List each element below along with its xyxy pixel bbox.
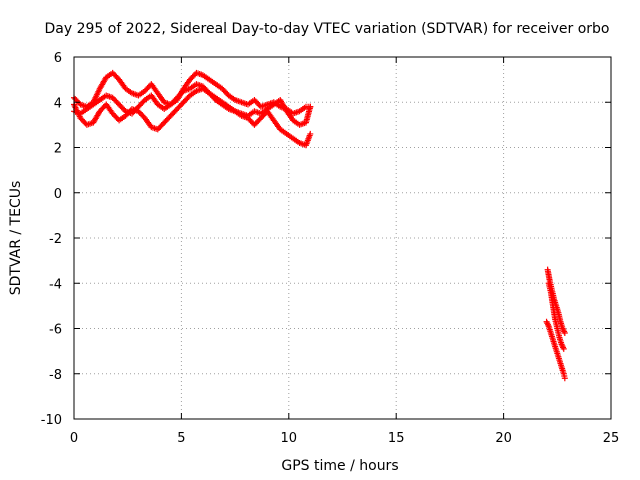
data-point xyxy=(307,130,314,137)
y-tick-label: 0 xyxy=(54,187,62,202)
y-tick-label: 2 xyxy=(54,142,62,157)
y-tick-label: 4 xyxy=(54,96,62,111)
chart-title: Day 295 of 2022, Sidereal Day-to-day VTE… xyxy=(45,21,610,37)
y-tick-label: -2 xyxy=(49,232,62,247)
y-tick-label: -8 xyxy=(49,368,62,383)
x-tick-label: 0 xyxy=(70,431,78,446)
data-point xyxy=(307,103,314,110)
data-point xyxy=(561,375,568,382)
series-track-f xyxy=(545,280,567,352)
series-track-e xyxy=(543,318,568,382)
x-tick-label: 5 xyxy=(177,431,185,446)
y-axis-label: SDTVAR / TECUs xyxy=(8,181,24,296)
data-point xyxy=(561,330,568,337)
x-tick-label: 15 xyxy=(388,431,405,446)
y-tick-label: 6 xyxy=(54,51,62,66)
data-point xyxy=(560,345,567,352)
series-track-c xyxy=(71,85,314,149)
x-tick-label: 10 xyxy=(281,431,298,446)
x-tick-label: 25 xyxy=(603,431,620,446)
y-tick-label: -6 xyxy=(49,323,62,338)
data-points xyxy=(71,69,568,382)
x-axis-label: GPS time / hours xyxy=(281,458,398,474)
x-tick-label: 20 xyxy=(495,431,512,446)
y-tick-label: -10 xyxy=(41,413,62,428)
axis-ticks xyxy=(73,56,612,420)
grid xyxy=(74,57,611,419)
y-tick-label: -4 xyxy=(49,277,62,292)
series-track-b xyxy=(71,81,314,128)
tick-labels: 0 5 10 15 20 25 -10 -8 -6 -4 -2 0 2 4 6 xyxy=(41,51,620,446)
